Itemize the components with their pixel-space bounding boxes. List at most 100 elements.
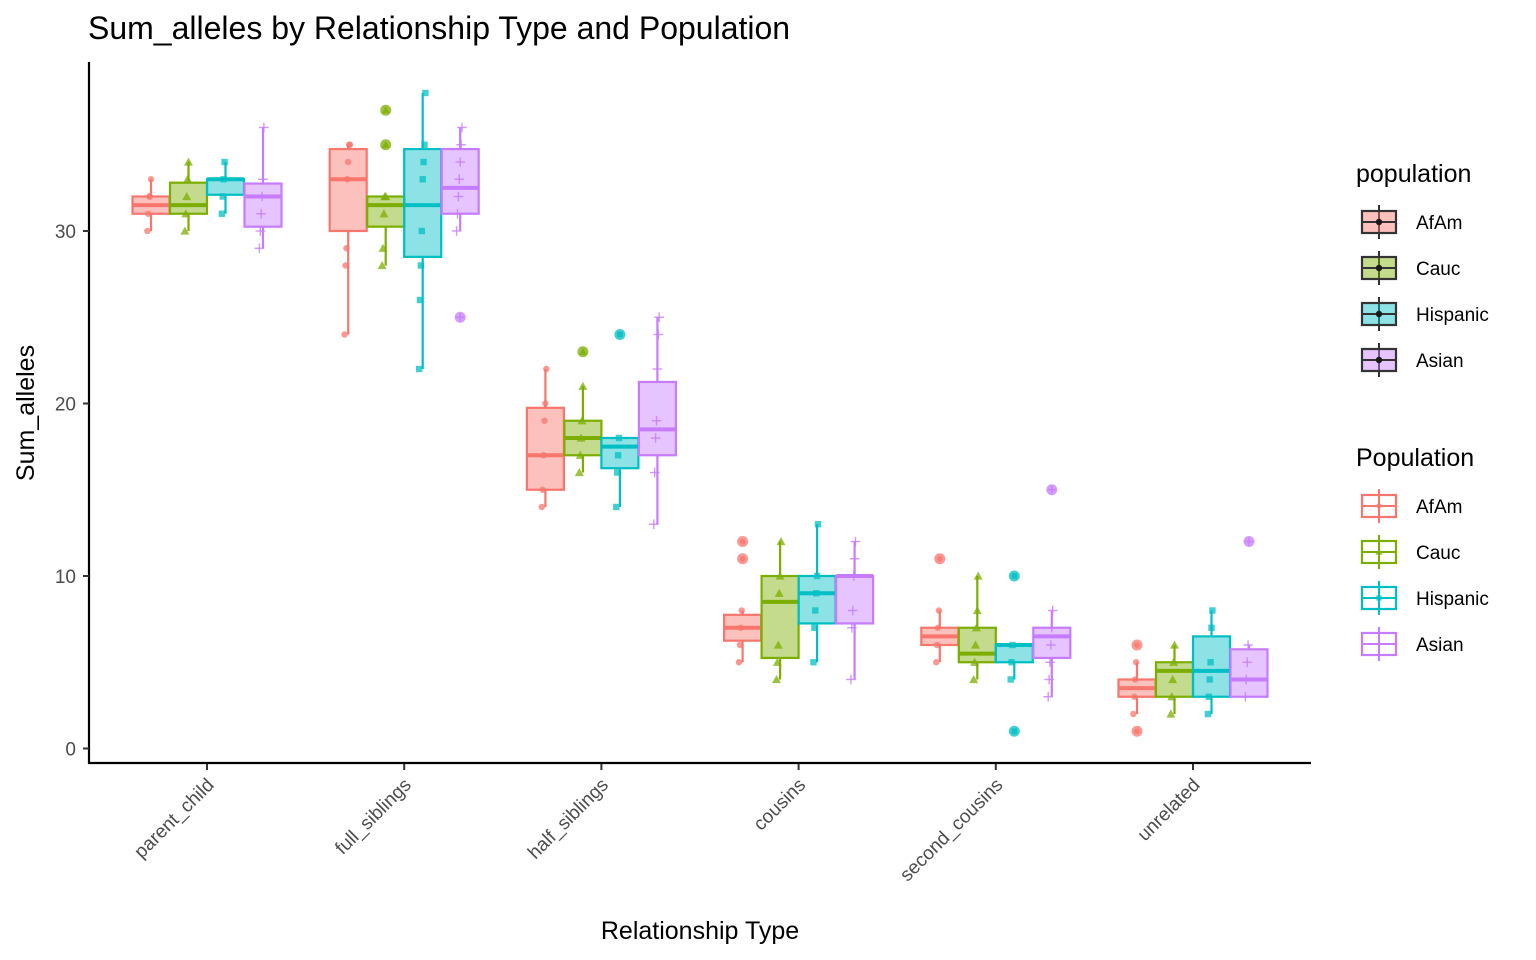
- data-point: [1206, 676, 1213, 683]
- data-point: [344, 176, 351, 183]
- outlier-shape: [578, 347, 587, 355]
- data-point: [1008, 659, 1015, 666]
- data-point: [183, 174, 193, 183]
- data-point: [254, 243, 265, 254]
- data-point: [379, 209, 389, 218]
- data-point: [415, 365, 423, 373]
- data-point: [813, 590, 820, 597]
- data-point: [416, 296, 424, 304]
- data-point: [653, 329, 664, 340]
- data-point: [1166, 709, 1176, 718]
- outlier-shape: [1134, 728, 1140, 735]
- data-point: [772, 657, 782, 666]
- data-point: [773, 640, 783, 649]
- legend-key: [1360, 535, 1398, 569]
- data-point: [772, 675, 781, 684]
- data-point: [970, 657, 980, 666]
- data-point: [1044, 674, 1054, 685]
- data-point: [774, 588, 784, 597]
- data-point: [456, 139, 466, 150]
- legend-key: [1360, 581, 1398, 615]
- data-point: [180, 226, 190, 235]
- legend-label: Cauc: [1416, 543, 1460, 564]
- legend-key: [1360, 297, 1398, 331]
- data-point: [1009, 641, 1016, 649]
- box-cousins-Hispanic: [797, 521, 837, 666]
- box-half_siblings-Cauc: [563, 346, 603, 477]
- box-second_cousins-Cauc: [957, 571, 997, 684]
- box-unrelated-Asian: [1229, 536, 1269, 702]
- box-iqr: [1229, 648, 1269, 698]
- outlier-shape: [937, 555, 943, 562]
- data-point: [576, 433, 586, 442]
- legend-key-point: [1375, 356, 1383, 364]
- data-point: [614, 452, 622, 459]
- box-iqr: [637, 380, 678, 457]
- outlier-shape: [456, 313, 465, 322]
- data-point: [1168, 675, 1178, 684]
- legend-key: [1360, 627, 1398, 661]
- data-point: [614, 469, 621, 476]
- box-half_siblings-AfAm: [525, 365, 566, 511]
- data-point: [1047, 605, 1058, 616]
- data-point: [381, 192, 391, 201]
- data-point: [847, 622, 857, 633]
- data-point: [221, 158, 228, 166]
- y-tick-label: 20: [55, 395, 76, 416]
- data-point: [218, 210, 226, 217]
- data-point: [578, 381, 588, 390]
- y-tick-label: 30: [55, 222, 76, 243]
- data-point: [811, 624, 818, 631]
- box-iqr: [366, 195, 406, 228]
- legend-key: [1360, 343, 1398, 377]
- legend: populationAfAmCaucHispanicAsianPopulatio…: [1356, 160, 1489, 661]
- data-point: [650, 433, 661, 443]
- data-point: [421, 141, 428, 148]
- legend-key-shape: [1376, 503, 1382, 509]
- data-point: [541, 417, 548, 424]
- data-point: [737, 624, 744, 631]
- data-point: [345, 158, 352, 166]
- data-point: [418, 227, 425, 235]
- legend-label: Asian: [1416, 635, 1464, 656]
- data-point: [259, 122, 269, 133]
- data-point: [1205, 693, 1212, 700]
- box-unrelated-Hispanic: [1191, 607, 1232, 718]
- box-second_cousins-AfAm: [920, 553, 960, 666]
- data-point: [542, 400, 549, 407]
- data-point: [1130, 710, 1137, 718]
- data-point: [973, 571, 983, 580]
- outlier-shape: [1244, 537, 1254, 546]
- data-point: [810, 659, 817, 666]
- data-point: [1170, 640, 1179, 649]
- chart-title: Sum_alleles by Relationship Type and Pop…: [88, 10, 790, 46]
- outlier-shape: [739, 555, 746, 562]
- data-point: [457, 122, 467, 133]
- data-point: [649, 467, 660, 478]
- data-point: [577, 416, 587, 425]
- data-point: [1132, 676, 1139, 683]
- data-point: [736, 641, 744, 649]
- data-point: [255, 226, 266, 236]
- data-point: [256, 208, 266, 219]
- data-point: [417, 262, 425, 269]
- data-point: [735, 659, 743, 666]
- data-point: [1167, 692, 1177, 701]
- box-unrelated-Cauc: [1154, 640, 1195, 718]
- data-point: [848, 605, 858, 616]
- box-parent_child-Hispanic: [205, 158, 246, 217]
- box-parent_child-AfAm: [131, 176, 171, 235]
- data-point: [1046, 640, 1056, 650]
- box-iqr: [403, 147, 443, 258]
- data-point: [1240, 691, 1251, 702]
- box-cousins-Cauc: [760, 537, 800, 684]
- data-point: [540, 452, 547, 459]
- data-point: [651, 415, 662, 426]
- data-point: [220, 176, 227, 183]
- data-point: [1169, 657, 1179, 666]
- data-point: [848, 571, 859, 581]
- data-point: [346, 141, 354, 148]
- x-axis-title: Relationship Type: [601, 917, 799, 945]
- data-point: [419, 176, 426, 183]
- data-point: [181, 209, 191, 218]
